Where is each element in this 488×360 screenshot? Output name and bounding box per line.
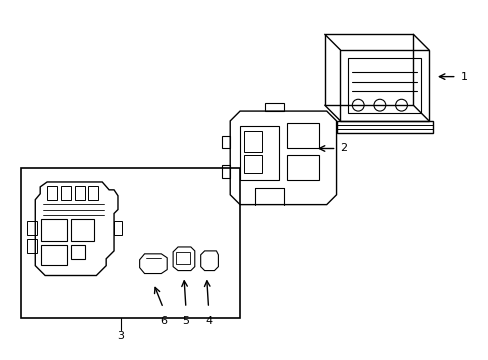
Bar [176,252,189,264]
Bar [47,186,57,200]
Bar [71,219,94,241]
Text: 2: 2 [340,144,347,153]
Text: 4: 4 [204,316,212,326]
Bar [88,186,98,200]
Bar [75,186,84,200]
Bar [71,245,84,259]
Bar [244,131,261,152]
Bar [336,121,432,133]
Bar [347,58,420,113]
Bar [244,156,261,173]
Bar [240,126,279,180]
Bar [61,186,71,200]
Bar [21,168,240,318]
Bar [27,221,37,235]
Bar [264,103,284,111]
Text: 1: 1 [460,72,467,82]
Bar [114,221,122,235]
Text: 6: 6 [160,316,166,326]
Text: 5: 5 [182,316,189,326]
Bar [41,245,67,265]
Bar [340,50,428,121]
Bar [41,219,67,241]
Bar [324,34,412,105]
Text: 3: 3 [117,330,124,341]
Bar [287,123,318,148]
Bar [287,156,318,180]
Bar [27,239,37,253]
